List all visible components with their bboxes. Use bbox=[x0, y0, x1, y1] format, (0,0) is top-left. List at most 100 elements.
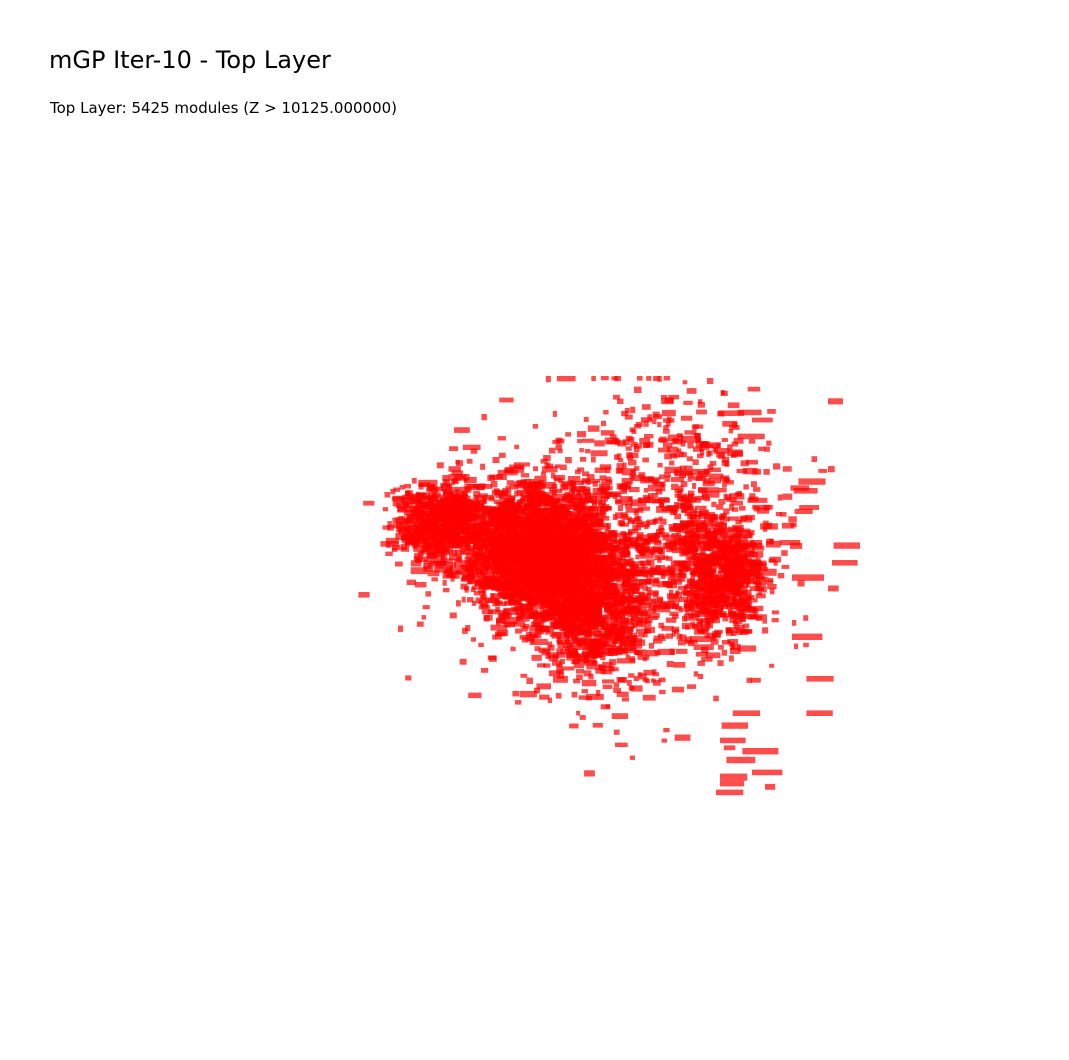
module-rect bbox=[480, 463, 486, 470]
module-rect bbox=[471, 528, 477, 535]
module-rect bbox=[722, 571, 727, 577]
module-rect bbox=[610, 623, 618, 630]
module-rect bbox=[714, 529, 722, 535]
module-rect bbox=[571, 611, 578, 617]
module-rect bbox=[658, 622, 665, 629]
module-rect bbox=[634, 386, 642, 393]
module-rect bbox=[732, 619, 738, 624]
module-rect bbox=[499, 576, 509, 582]
module-rect bbox=[419, 482, 430, 487]
module-rect bbox=[584, 635, 593, 641]
module-rect bbox=[456, 492, 468, 498]
module-rect bbox=[495, 633, 502, 640]
module-rect bbox=[606, 582, 611, 588]
module-rect bbox=[747, 497, 768, 503]
module-rect bbox=[624, 536, 632, 542]
module-rect bbox=[709, 460, 717, 466]
module-rect bbox=[672, 614, 679, 619]
module-rect bbox=[594, 630, 603, 637]
module-rect bbox=[565, 432, 571, 437]
module-rect bbox=[579, 552, 586, 557]
module-rect bbox=[652, 591, 659, 598]
module-rect bbox=[483, 567, 489, 572]
module-rect bbox=[670, 572, 682, 578]
module-rect bbox=[410, 532, 420, 537]
module-rect bbox=[600, 559, 606, 566]
module-rect bbox=[516, 517, 532, 524]
module-rect bbox=[718, 551, 726, 558]
module-rect bbox=[691, 623, 700, 629]
module-rect bbox=[662, 428, 670, 434]
module-rect bbox=[548, 558, 561, 563]
module-rect bbox=[511, 537, 524, 544]
module-rect bbox=[437, 499, 444, 504]
module-rect bbox=[709, 473, 724, 479]
module-rect bbox=[475, 540, 480, 547]
module-rect bbox=[469, 513, 477, 520]
module-rect bbox=[502, 560, 523, 566]
module-rect bbox=[459, 502, 464, 507]
module-rect bbox=[638, 602, 652, 608]
module-rect bbox=[517, 613, 535, 619]
module-rect bbox=[391, 544, 401, 551]
module-rect bbox=[494, 516, 512, 523]
module-rect bbox=[672, 452, 678, 459]
module-rect bbox=[516, 574, 530, 580]
module-rect bbox=[628, 487, 640, 493]
module-rect bbox=[738, 549, 745, 554]
module-rect bbox=[520, 543, 526, 548]
module-rect bbox=[723, 508, 730, 515]
module-rect bbox=[663, 472, 671, 478]
module-rect bbox=[502, 488, 509, 495]
module-rect bbox=[594, 566, 600, 571]
module-rect bbox=[680, 481, 688, 487]
module-rect bbox=[518, 548, 529, 554]
module-rect bbox=[711, 501, 717, 508]
module-rect bbox=[765, 580, 774, 585]
module-rect bbox=[602, 661, 613, 668]
module-rect bbox=[444, 488, 452, 495]
module-rect bbox=[395, 502, 401, 508]
module-rect bbox=[575, 617, 587, 623]
module-rect bbox=[541, 466, 558, 473]
module-rect bbox=[704, 517, 715, 523]
module-rect bbox=[710, 535, 717, 542]
module-rect bbox=[487, 576, 498, 583]
module-rect bbox=[382, 525, 391, 530]
module-rect bbox=[675, 542, 682, 549]
module-rect bbox=[496, 536, 503, 541]
module-rect bbox=[431, 577, 438, 582]
module-rect bbox=[545, 528, 551, 534]
module-rect bbox=[427, 570, 440, 577]
module-rect bbox=[757, 572, 763, 579]
module-rect bbox=[728, 593, 736, 599]
module-rect bbox=[633, 446, 640, 453]
module-rect bbox=[548, 644, 555, 651]
module-rect bbox=[442, 475, 450, 481]
module-rect bbox=[479, 545, 488, 550]
module-rect bbox=[652, 498, 665, 504]
module-rect bbox=[548, 581, 553, 588]
module-rect bbox=[631, 474, 644, 482]
module-rect bbox=[401, 543, 408, 550]
module-rect bbox=[471, 553, 484, 558]
module-rect bbox=[752, 504, 773, 510]
module-rect bbox=[423, 562, 432, 569]
module-rect bbox=[638, 591, 645, 596]
module-rect bbox=[679, 465, 687, 470]
module-rect bbox=[668, 394, 680, 400]
module-rect bbox=[407, 514, 412, 519]
module-rect bbox=[436, 462, 444, 469]
module-rect bbox=[615, 588, 622, 594]
module-rect bbox=[602, 618, 619, 624]
module-rect bbox=[677, 485, 684, 492]
module-rect bbox=[636, 532, 644, 539]
module-rect bbox=[635, 536, 642, 541]
module-rect bbox=[597, 589, 607, 595]
module-rect bbox=[606, 523, 611, 530]
module-rect bbox=[535, 563, 541, 568]
module-rect bbox=[744, 542, 757, 547]
module-rect bbox=[590, 532, 597, 538]
module-rect bbox=[684, 584, 691, 589]
module-rect bbox=[693, 593, 704, 599]
